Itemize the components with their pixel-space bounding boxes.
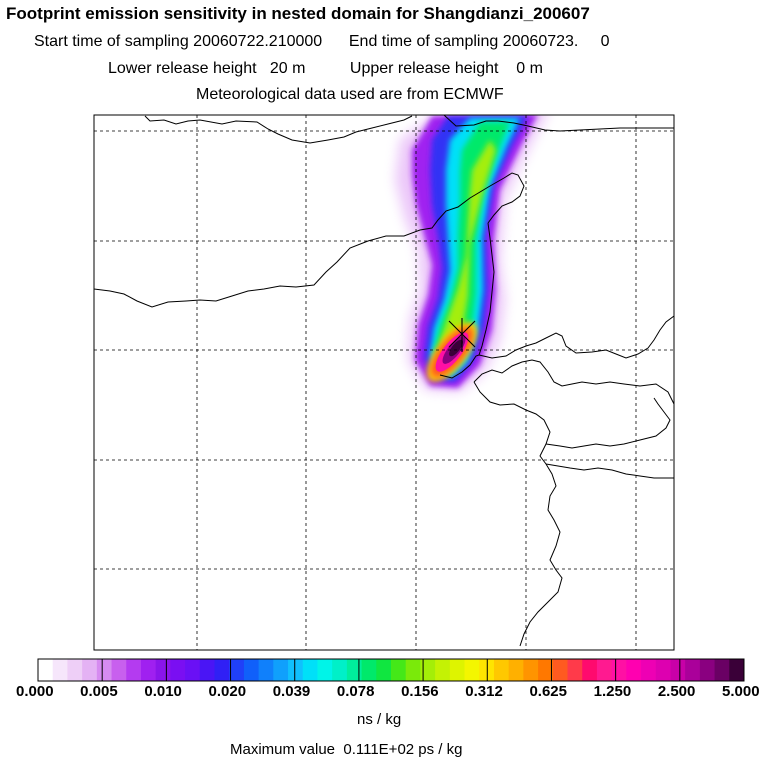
upper-release-label: Upper release height 0 m <box>349 60 543 77</box>
colorbar-cell <box>538 659 554 681</box>
colorbar-cell <box>185 659 201 681</box>
colorbar-cell <box>38 659 54 681</box>
colorbar-cell <box>567 659 583 681</box>
colorbar-cell <box>155 659 171 681</box>
colorbar-tick-label: 0.078 <box>336 683 375 700</box>
graticule <box>94 115 674 650</box>
plume-contour <box>440 140 496 362</box>
colorbar-tick-label: 1.250 <box>593 683 632 700</box>
colorbar-cell <box>641 659 657 681</box>
end-time-label: End time of sampling 20060723. 0 <box>348 33 610 50</box>
colorbar-cell <box>435 659 451 681</box>
colorbar-tick-label: 0.312 <box>465 683 503 700</box>
colorbar-tick-label: 0.625 <box>529 683 567 700</box>
colorbar-cell <box>82 659 98 681</box>
colorbar-cell <box>302 659 318 681</box>
max-value-label: Maximum value 0.111E+02 ps / kg <box>230 741 463 758</box>
colorbar-cell <box>332 659 348 681</box>
colorbar-cell <box>449 659 465 681</box>
lower-release-label: Lower release height 20 m <box>108 60 306 77</box>
colorbar-cell <box>552 659 568 681</box>
colorbar-cell <box>199 659 215 681</box>
colorbar-tick-label: 0.010 <box>144 683 182 700</box>
colorbar-cell <box>111 659 127 681</box>
colorbar <box>37 658 745 682</box>
colorbar-cell <box>655 659 671 681</box>
colorbar-cell <box>376 659 392 681</box>
colorbar-cell <box>420 659 436 681</box>
colorbar-tick-label: 2.500 <box>657 683 696 700</box>
chart-title: Footprint emission sensitivity in nested… <box>6 4 590 23</box>
colorbar-cell <box>317 659 333 681</box>
colorbar-cell <box>126 659 142 681</box>
colorbar-cell <box>596 659 613 681</box>
colorbar-cell <box>493 659 510 681</box>
colorbar-cell <box>288 659 304 681</box>
colorbar-cell <box>346 659 362 681</box>
colorbar-cell <box>405 659 421 681</box>
colorbar-cell <box>670 659 686 681</box>
colorbar-cell <box>96 659 112 681</box>
sampling-times: Start time of sampling 20060722.210000 E… <box>34 33 609 51</box>
colorbar-cell <box>464 659 480 681</box>
colorbar-frame <box>37 658 745 682</box>
release-heights: Lower release height 20 m Upper release … <box>108 60 543 78</box>
colorbar-cell <box>699 659 715 681</box>
colorbar-tick-label: 0.156 <box>401 683 439 700</box>
colorbar-cell <box>361 659 377 681</box>
colorbar-tick-label: 0.020 <box>208 683 247 700</box>
colorbar-cell <box>258 659 274 681</box>
colorbar-cell <box>508 659 524 681</box>
plume-core <box>449 339 463 357</box>
colorbar-cell <box>170 659 186 681</box>
start-time-label: Start time of sampling 20060722.210000 <box>34 33 323 50</box>
colorbar-tick-label: 0.005 <box>80 683 118 700</box>
colorbar-cell <box>52 659 68 681</box>
colorbar-tick-label: 0.000 <box>16 683 54 700</box>
units-label: ns / kg <box>357 711 402 728</box>
colorbar-cell <box>243 659 260 681</box>
colorbar-cell <box>391 659 407 681</box>
map-frame <box>93 114 675 651</box>
colorbar-cell <box>714 659 730 681</box>
colorbar-cell <box>729 659 745 681</box>
release-site-marker <box>448 318 476 352</box>
met-data-label: Meteorological data used are from ECMWF <box>196 86 504 103</box>
plume-layer <box>395 115 547 392</box>
colorbar-cell <box>523 659 539 681</box>
colorbar-cell <box>626 659 642 681</box>
colorbar-tick-label: 5.000 <box>722 683 760 700</box>
colorbar-cell <box>611 659 627 681</box>
colorbar-cell <box>214 659 230 681</box>
colorbar-cell <box>273 659 289 681</box>
colorbar-cell <box>229 659 245 681</box>
colorbar-cell <box>582 659 598 681</box>
colorbar-tick-label: 0.039 <box>272 683 311 700</box>
colorbar-cell <box>685 659 701 681</box>
colorbar-cells <box>38 659 745 681</box>
colorbar-cell <box>67 659 83 681</box>
coastlines <box>94 115 674 647</box>
colorbar-cell <box>140 659 157 681</box>
